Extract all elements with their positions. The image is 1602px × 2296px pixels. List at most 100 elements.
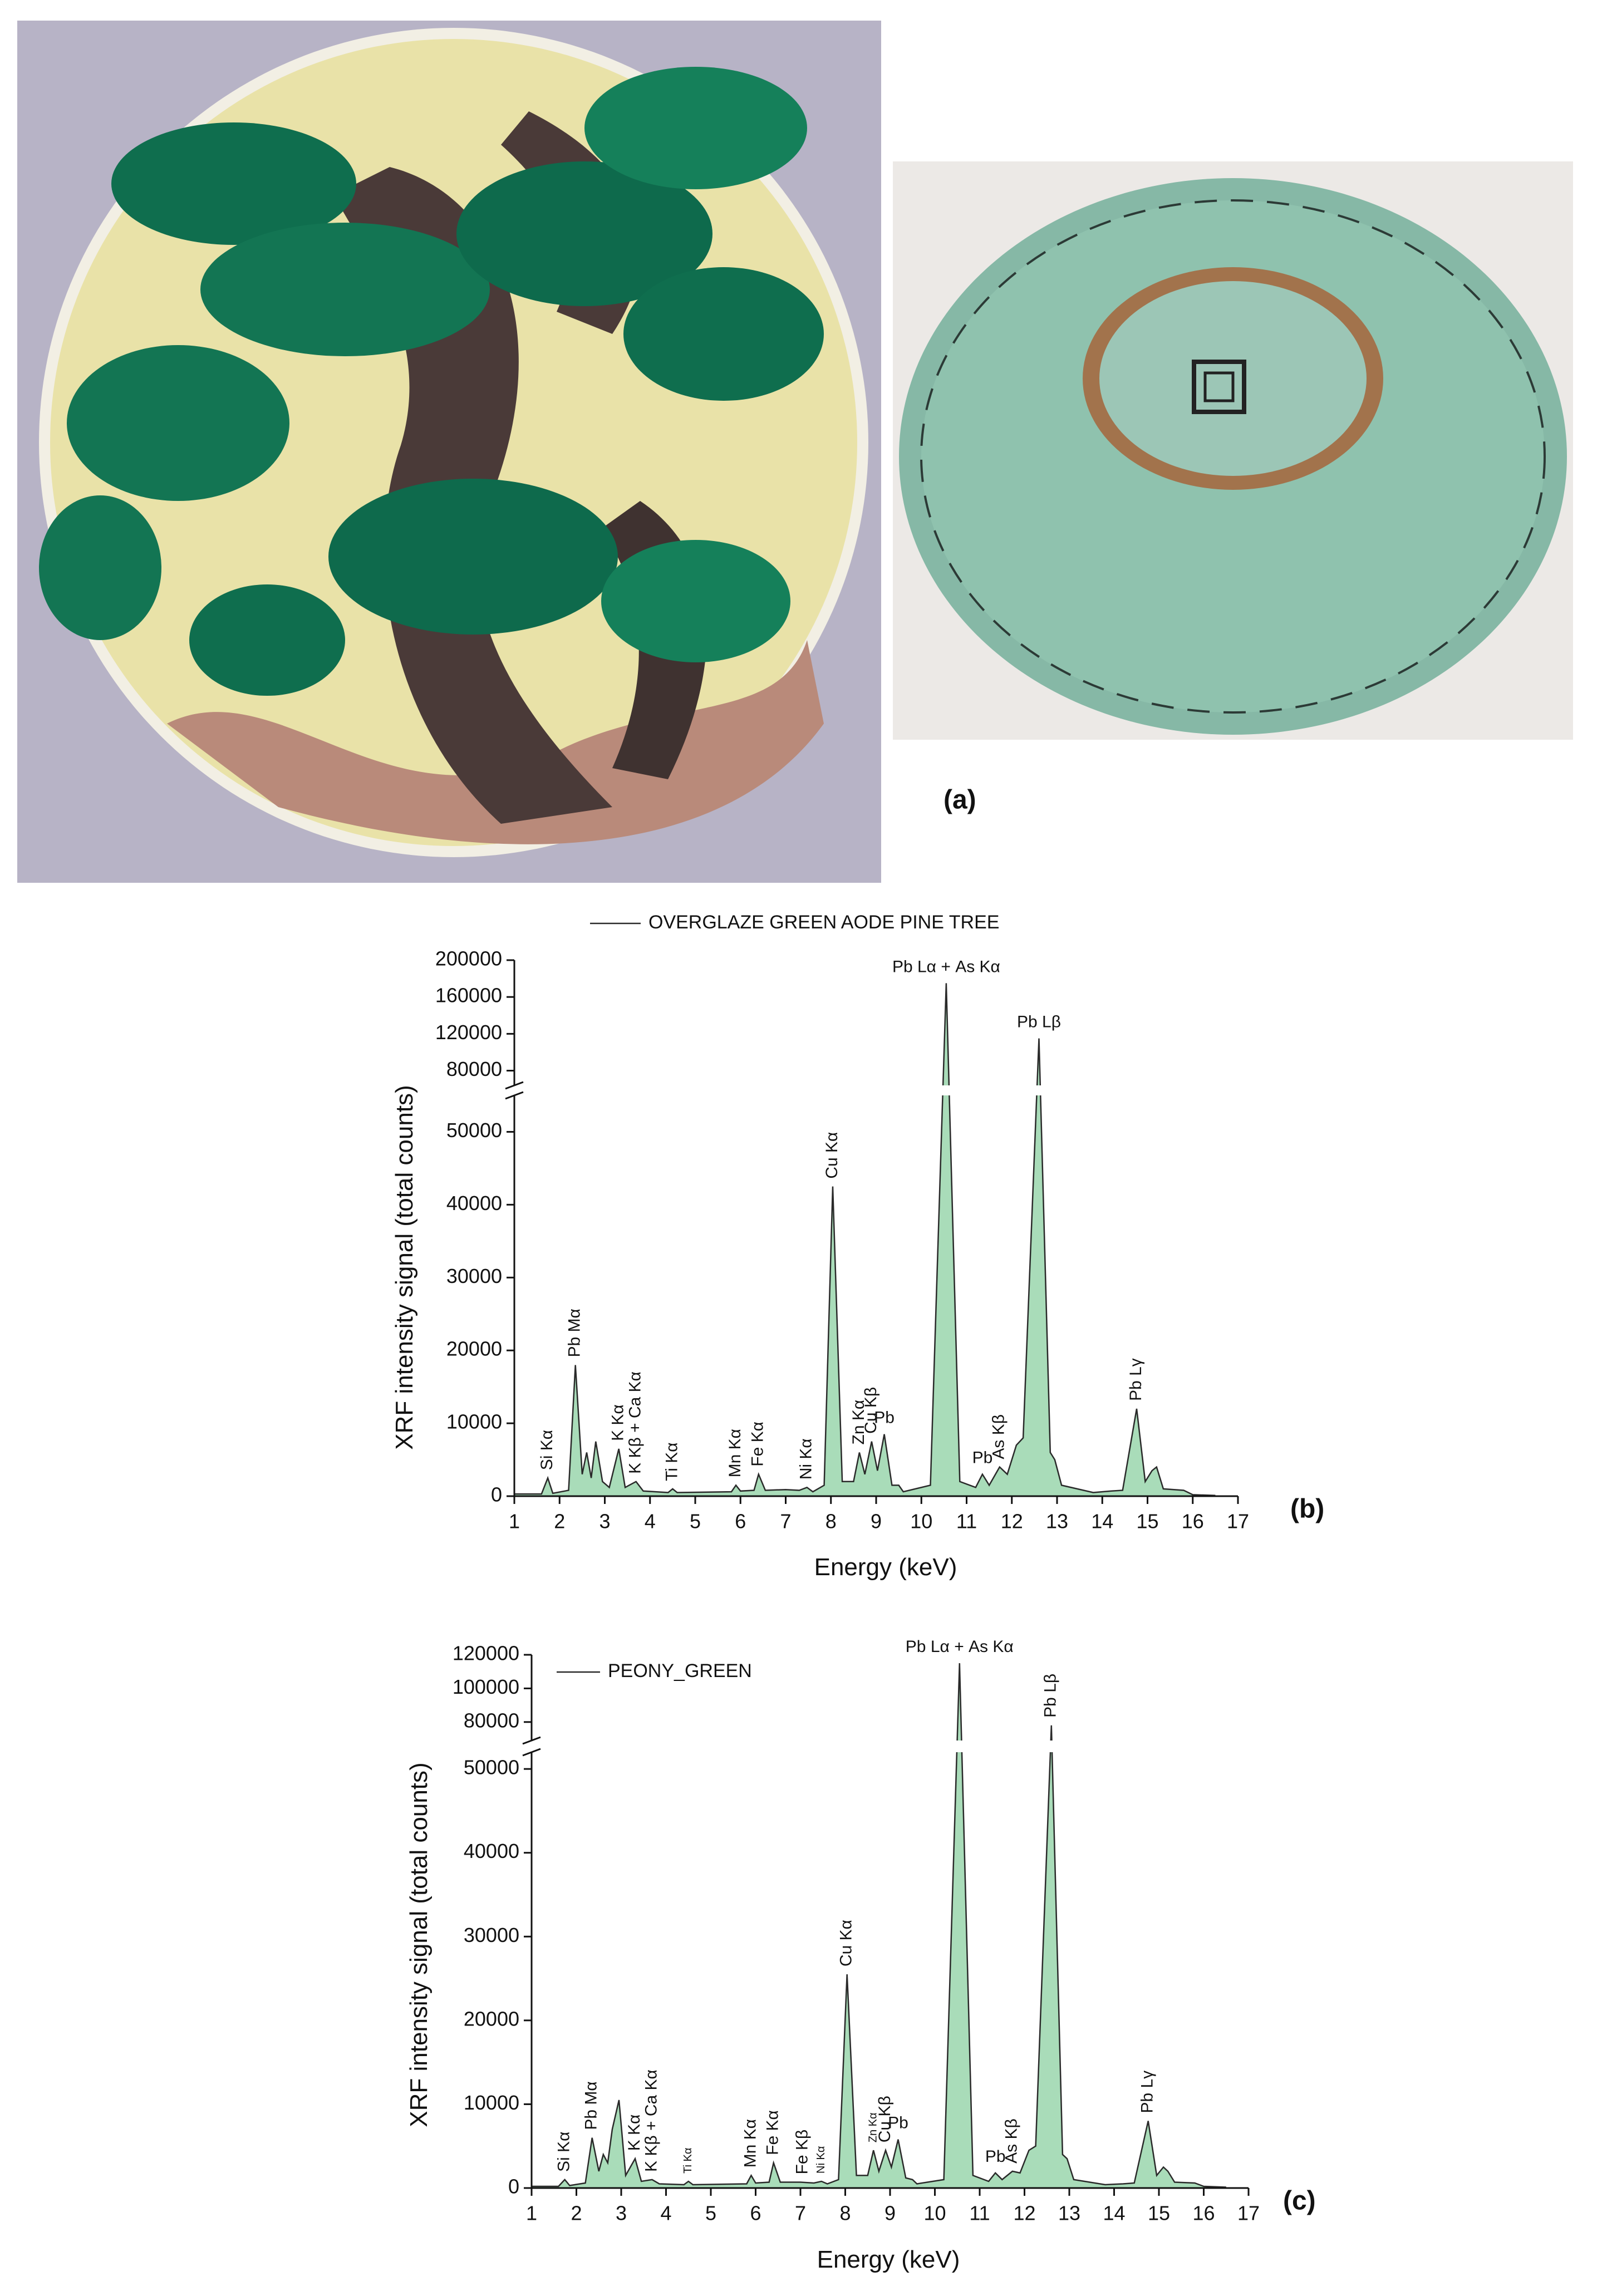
x-tick-label: 4 [660, 2202, 671, 2225]
axis-break-mark [505, 1081, 524, 1090]
legend-label: OVERGLAZE GREEN AODE PINE TREE [648, 912, 999, 933]
peak-label: Pb Lα + As Kα [892, 957, 1000, 976]
panel-label: (b) [1290, 1494, 1324, 1524]
peak-label: K Kα [625, 2115, 643, 2151]
peak-label: K Kβ + Ca Kα [626, 1371, 644, 1474]
y-tick-label: 40000 [464, 1840, 519, 1862]
peak-label: Si Kα [538, 1430, 556, 1470]
x-axis-label: Energy (keV) [814, 1553, 957, 1581]
peak-label: Cu Kα [837, 1920, 856, 1966]
peak-label: As Kβ [1003, 2118, 1021, 2164]
peak-label: Ni Kα [797, 1438, 815, 1479]
x-tick-label: 1 [526, 2202, 537, 2225]
y-tick-label: 0 [508, 2175, 519, 2198]
peak-label: Cu Kβ [862, 1387, 880, 1434]
y-tick-label: 80000 [446, 1058, 502, 1080]
y-tick-label: 20000 [464, 2007, 519, 2030]
peak-label: Si Kα [554, 2132, 573, 2172]
y-tick-label: 50000 [464, 1756, 519, 1779]
peak-label: Pb [985, 2147, 1006, 2166]
y-tick-label: 160000 [435, 984, 502, 1007]
y-tick-label: 30000 [446, 1265, 502, 1287]
y-tick-label: 120000 [453, 1642, 519, 1665]
x-tick-label: 17 [1237, 2202, 1260, 2225]
peak-label: Mn Kα [741, 2119, 759, 2167]
axis-break-gap [515, 1741, 1249, 1752]
peak-label: Pb [888, 2114, 908, 2132]
axis-break-gap [498, 1085, 1238, 1095]
peak-label: Cu Kα [823, 1132, 841, 1179]
x-tick-label: 13 [1046, 1510, 1068, 1533]
x-tick-label: 14 [1091, 1510, 1113, 1533]
x-tick-label: 9 [871, 1510, 882, 1533]
x-tick-label: 3 [616, 2202, 627, 2225]
axis-break-mark [522, 1736, 541, 1745]
spectrum-line [514, 983, 1216, 1496]
peak-label: Pb Mα [582, 2081, 601, 2130]
x-axis-label: Energy (keV) [817, 2246, 960, 2273]
peak-label: Mn Kα [726, 1429, 744, 1477]
x-tick-label: 12 [1001, 1510, 1023, 1533]
x-tick-label: 11 [956, 1510, 977, 1533]
peak-label: Cu Kβ [876, 2096, 894, 2142]
y-tick-label: 0 [491, 1483, 502, 1506]
peak-label: Ni Kα [815, 2146, 827, 2174]
x-tick-label: 8 [839, 2202, 851, 2225]
y-tick-label: 10000 [464, 2091, 519, 2114]
y-tick-label: 30000 [464, 1924, 519, 1946]
x-tick-label: 6 [750, 2202, 761, 2225]
x-tick-label: 5 [705, 2202, 716, 2225]
peak-label: Pb Lγ [1138, 2071, 1157, 2113]
peak-label: Fe Kβ [793, 2130, 812, 2175]
y-tick-label: 10000 [446, 1410, 502, 1433]
photo-plate-front [17, 21, 881, 883]
peak-label: Pb Lβ [1017, 1013, 1061, 1031]
x-tick-label: 4 [645, 1510, 656, 1533]
peak-label: Pb Lα + As Kα [906, 1638, 1014, 1656]
y-axis-label: XRF intensity signal (total counts) [405, 1762, 433, 2127]
spectrum-line [532, 1663, 1226, 2188]
x-tick-label: 8 [825, 1510, 837, 1533]
peak-label: As Kβ [990, 1414, 1008, 1459]
axis-break-mark [522, 1748, 541, 1757]
x-tick-label: 17 [1227, 1510, 1249, 1533]
x-tick-label: 15 [1136, 1510, 1158, 1533]
x-tick-label: 11 [969, 2202, 990, 2225]
x-tick-label: 16 [1192, 2202, 1215, 2225]
x-tick-label: 2 [554, 1510, 565, 1533]
peak-label: Fe Kα [749, 1422, 767, 1467]
y-axis-label: XRF intensity signal (total counts) [391, 1085, 418, 1449]
peak-label: Zn Kα [867, 2112, 879, 2142]
x-tick-label: 14 [1103, 2202, 1125, 2225]
x-tick-label: 13 [1058, 2202, 1080, 2225]
x-tick-label: 2 [571, 2202, 582, 2225]
x-tick-label: 9 [884, 2202, 896, 2225]
y-tick-label: 100000 [453, 1675, 519, 1698]
x-tick-label: 12 [1013, 2202, 1035, 2225]
area-fill [514, 983, 1216, 1496]
peak-label: Pb Lγ [1127, 1358, 1145, 1401]
legend-label: PEONY_GREEN [608, 1660, 752, 1682]
x-tick-label: 7 [780, 1510, 791, 1533]
photo-plate-back [893, 161, 1573, 740]
x-tick-label: 1 [509, 1510, 520, 1533]
y-tick-label: 80000 [464, 1709, 519, 1732]
y-tick-label: 20000 [446, 1338, 502, 1360]
x-tick-label: 16 [1182, 1510, 1204, 1533]
x-tick-label: 15 [1148, 2202, 1170, 2225]
peak-label: Zn Kα [849, 1400, 868, 1445]
panel-label: (a) [943, 785, 976, 815]
peak-label: Fe Kα [764, 2110, 782, 2155]
peak-label: Ti Kα [662, 1442, 681, 1481]
x-tick-label: 10 [923, 2202, 946, 2225]
y-tick-label: 200000 [435, 947, 502, 970]
panel-label: (c) [1283, 2186, 1316, 2216]
x-tick-label: 3 [599, 1510, 610, 1533]
x-tick-label: 10 [910, 1510, 932, 1533]
x-tick-label: 5 [690, 1510, 701, 1533]
y-tick-label: 50000 [446, 1119, 502, 1142]
peak-label: Pb Mα [566, 1309, 584, 1357]
x-tick-label: 7 [795, 2202, 806, 2225]
peak-label: Pb [874, 1409, 895, 1427]
